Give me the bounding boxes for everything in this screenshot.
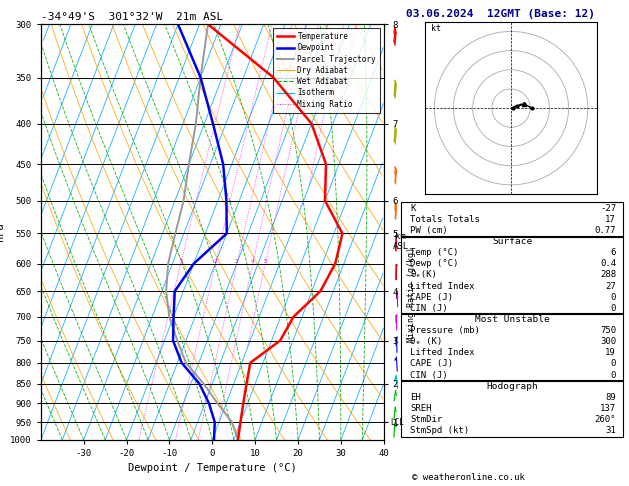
Text: 0: 0 — [611, 304, 616, 313]
Text: 137: 137 — [600, 404, 616, 413]
Text: StmDir: StmDir — [410, 415, 442, 424]
Text: 2: 2 — [214, 259, 218, 263]
Text: θₑ(K): θₑ(K) — [410, 271, 437, 279]
Text: Dewp (°C): Dewp (°C) — [410, 260, 459, 268]
Text: Mixing Ratio (g/kg): Mixing Ratio (g/kg) — [407, 247, 416, 342]
Text: 03.06.2024  12GMT (Base: 12): 03.06.2024 12GMT (Base: 12) — [406, 9, 594, 19]
Text: -34°49'S  301°32'W  21m ASL: -34°49'S 301°32'W 21m ASL — [41, 12, 223, 22]
Bar — [401, 313, 623, 381]
Text: 31: 31 — [605, 426, 616, 435]
Text: 89: 89 — [605, 393, 616, 402]
Text: θₑ (K): θₑ (K) — [410, 337, 442, 346]
X-axis label: Dewpoint / Temperature (°C): Dewpoint / Temperature (°C) — [128, 464, 297, 473]
Text: kt: kt — [430, 24, 440, 34]
Text: 17: 17 — [605, 215, 616, 224]
Text: 0.77: 0.77 — [594, 226, 616, 235]
Text: 5: 5 — [264, 259, 267, 263]
Text: 0.4: 0.4 — [600, 260, 616, 268]
Text: 3: 3 — [235, 259, 239, 263]
Text: 27: 27 — [605, 281, 616, 291]
Y-axis label: hPa: hPa — [0, 223, 5, 242]
Text: CIN (J): CIN (J) — [410, 371, 448, 380]
Text: 0: 0 — [611, 293, 616, 302]
Text: Surface: Surface — [492, 237, 532, 246]
Text: 300: 300 — [600, 337, 616, 346]
Text: 750: 750 — [600, 326, 616, 335]
Text: Lifted Index: Lifted Index — [410, 348, 475, 357]
Y-axis label: km
ASL: km ASL — [392, 232, 409, 251]
Bar — [401, 236, 623, 314]
Text: Hodograph: Hodograph — [486, 382, 538, 391]
Text: K: K — [410, 204, 416, 213]
Text: 6: 6 — [611, 248, 616, 257]
Text: 1: 1 — [179, 259, 182, 263]
Text: 0: 0 — [611, 360, 616, 368]
Text: 0: 0 — [611, 371, 616, 380]
Text: EH: EH — [410, 393, 421, 402]
Text: -27: -27 — [600, 204, 616, 213]
Text: 288: 288 — [600, 271, 616, 279]
Legend: Temperature, Dewpoint, Parcel Trajectory, Dry Adiabat, Wet Adiabat, Isotherm, Mi: Temperature, Dewpoint, Parcel Trajectory… — [273, 28, 380, 112]
Text: Lifted Index: Lifted Index — [410, 281, 475, 291]
Text: CAPE (J): CAPE (J) — [410, 293, 453, 302]
Text: CIN (J): CIN (J) — [410, 304, 448, 313]
Text: 260°: 260° — [594, 415, 616, 424]
Text: Temp (°C): Temp (°C) — [410, 248, 459, 257]
Text: Pressure (mb): Pressure (mb) — [410, 326, 480, 335]
Text: 4: 4 — [251, 259, 255, 263]
Text: SREH: SREH — [410, 404, 431, 413]
Text: Most Unstable: Most Unstable — [475, 315, 549, 324]
Bar — [401, 380, 623, 437]
Text: 19: 19 — [605, 348, 616, 357]
Text: © weatheronline.co.uk: © weatheronline.co.uk — [412, 473, 525, 482]
Text: LCL: LCL — [391, 417, 404, 427]
Text: PW (cm): PW (cm) — [410, 226, 448, 235]
Text: CAPE (J): CAPE (J) — [410, 360, 453, 368]
Bar — [401, 202, 623, 237]
Text: StmSpd (kt): StmSpd (kt) — [410, 426, 469, 435]
Text: Totals Totals: Totals Totals — [410, 215, 480, 224]
